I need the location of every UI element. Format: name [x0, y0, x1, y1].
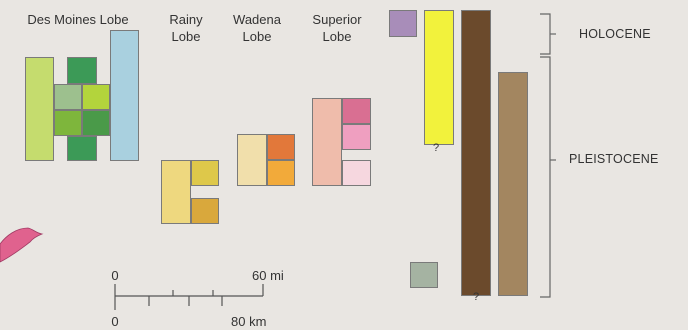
des-moines-unit-3 [82, 84, 110, 110]
superior-unit-1 [342, 98, 371, 124]
rainy-unit-upper [191, 160, 219, 186]
yellow-unit [424, 10, 454, 145]
dark-brown-unit [461, 10, 491, 296]
scale-bar [114, 284, 264, 310]
wadena-unit-main [237, 134, 267, 186]
des-moines-unit-1 [67, 57, 97, 84]
rainy-unit-lower [191, 198, 219, 224]
rainy-lobe-label: Rainy Lobe [169, 12, 203, 44]
superior-lobe-label: Superior Lobe [312, 12, 362, 44]
wadena-unit-lower [267, 160, 295, 186]
grey-unit [410, 262, 438, 288]
des-moines-unit-left [25, 57, 54, 161]
lake-shape [0, 227, 44, 263]
des-moines-lobe-label: Des Moines Lobe [27, 12, 129, 27]
des-moines-unit-2 [54, 84, 82, 110]
des-moines-unit-right [110, 30, 139, 161]
des-moines-unit-5 [82, 110, 110, 136]
des-moines-unit-6 [67, 136, 97, 161]
holocene-bracket [540, 13, 556, 55]
scale-zero-top: 0 [111, 268, 119, 283]
scale-km-label: 80 km [231, 314, 267, 329]
wadena-lobe-label: Wadena Lobe [233, 12, 281, 44]
holocene-purple-unit [389, 10, 417, 37]
pleistocene-label: PLEISTOCENE [569, 152, 659, 166]
scale-zero-bottom: 0 [111, 314, 119, 329]
des-moines-unit-4 [54, 110, 82, 136]
superior-unit-main [312, 98, 342, 186]
pleistocene-bracket [540, 56, 556, 298]
dark-brown-unit-uncertain-mark: ? [473, 291, 480, 303]
holocene-label: HOLOCENE [579, 27, 651, 41]
light-brown-unit [498, 72, 528, 296]
yellow-unit-uncertain-mark: ? [433, 142, 440, 154]
wadena-unit-upper [267, 134, 295, 160]
rainy-unit-main [161, 160, 191, 224]
superior-unit-3 [342, 160, 371, 186]
scale-miles-label: 60 mi [252, 268, 284, 283]
superior-unit-2 [342, 124, 371, 150]
